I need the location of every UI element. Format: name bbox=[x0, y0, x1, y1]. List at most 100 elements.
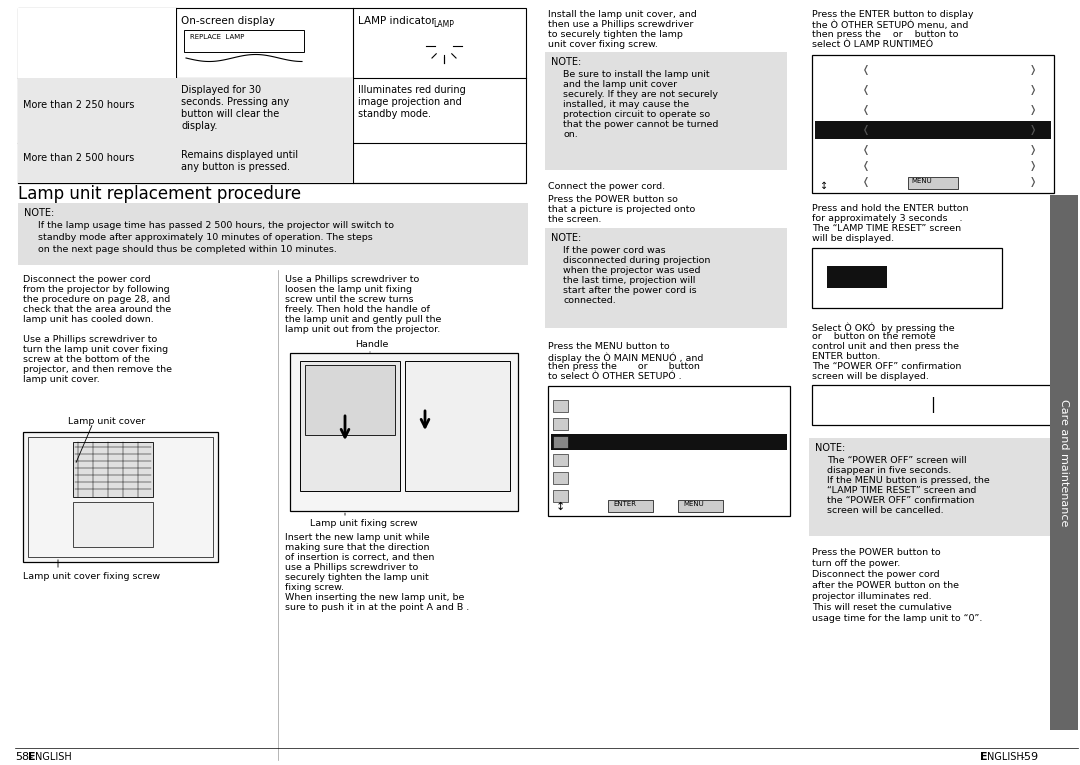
Bar bbox=[553, 472, 568, 484]
Text: Press the POWER button so: Press the POWER button so bbox=[548, 195, 678, 204]
Bar bbox=[291, 353, 518, 511]
Text: ❬: ❬ bbox=[862, 177, 870, 187]
Bar bbox=[73, 442, 153, 497]
Text: ENTER button.: ENTER button. bbox=[812, 352, 880, 361]
Text: image projection and: image projection and bbox=[357, 97, 462, 107]
Text: fixing screw.: fixing screw. bbox=[285, 583, 345, 592]
Circle shape bbox=[28, 437, 38, 447]
Text: ❬: ❬ bbox=[862, 161, 870, 171]
Bar bbox=[553, 418, 568, 430]
Circle shape bbox=[438, 372, 471, 404]
Text: protection circuit to operate so: protection circuit to operate so bbox=[563, 110, 711, 119]
Text: button will clear the: button will clear the bbox=[181, 109, 280, 119]
Text: The “POWER OFF” screen will: The “POWER OFF” screen will bbox=[827, 456, 967, 465]
Bar bbox=[812, 385, 1054, 425]
Bar bbox=[545, 52, 787, 170]
Text: NOTE:: NOTE: bbox=[24, 208, 54, 218]
Text: Insert the new lamp unit while: Insert the new lamp unit while bbox=[285, 533, 430, 542]
Text: securely tighten the lamp unit: securely tighten the lamp unit bbox=[285, 573, 429, 582]
Text: NGLISH: NGLISH bbox=[35, 752, 71, 762]
Text: screw at the bottom of the: screw at the bottom of the bbox=[23, 355, 150, 364]
Text: More than 2 250 hours: More than 2 250 hours bbox=[23, 100, 134, 110]
Text: on the next page should thus be completed within 10 minutes.: on the next page should thus be complete… bbox=[38, 245, 337, 254]
Bar bbox=[184, 30, 303, 52]
Text: the Ò OTHER SETUPÓ menu, and: the Ò OTHER SETUPÓ menu, and bbox=[812, 20, 969, 30]
Text: connected.: connected. bbox=[563, 296, 616, 305]
Bar bbox=[827, 266, 887, 288]
Text: Care and maintenance: Care and maintenance bbox=[1059, 399, 1069, 526]
Text: turn the lamp unit cover fixing: turn the lamp unit cover fixing bbox=[23, 345, 168, 354]
Text: standby mode after approximately 10 minutes of operation. The steps: standby mode after approximately 10 minu… bbox=[38, 233, 373, 242]
Text: If the MENU button is pressed, the: If the MENU button is pressed, the bbox=[827, 476, 989, 485]
Text: ❬: ❬ bbox=[862, 65, 870, 75]
Text: ↕: ↕ bbox=[556, 502, 565, 512]
Text: Use a Phillips screwdriver to: Use a Phillips screwdriver to bbox=[23, 335, 158, 344]
Text: the “POWER OFF” confirmation: the “POWER OFF” confirmation bbox=[827, 496, 974, 505]
Text: sure to push it in at the point A and B .: sure to push it in at the point A and B … bbox=[285, 603, 469, 612]
Text: ❬: ❬ bbox=[862, 85, 870, 95]
Text: any button is pressed.: any button is pressed. bbox=[181, 162, 291, 172]
Text: ↕: ↕ bbox=[820, 181, 828, 191]
Text: usage time for the lamp unit to “0”.: usage time for the lamp unit to “0”. bbox=[812, 614, 983, 623]
Circle shape bbox=[436, 38, 453, 54]
Text: “LAMP TIME RESET” screen and: “LAMP TIME RESET” screen and bbox=[827, 486, 976, 495]
Text: projector illuminates red.: projector illuminates red. bbox=[812, 592, 932, 601]
Text: that a picture is projected onto: that a picture is projected onto bbox=[548, 205, 696, 214]
Text: Install the lamp unit cover, and: Install the lamp unit cover, and bbox=[548, 10, 697, 19]
Bar bbox=[18, 8, 176, 78]
Text: Be sure to install the lamp unit: Be sure to install the lamp unit bbox=[563, 70, 710, 79]
Text: More than 2 500 hours: More than 2 500 hours bbox=[23, 153, 134, 163]
Text: ❬: ❬ bbox=[862, 145, 870, 155]
Text: after the POWER button on the: after the POWER button on the bbox=[812, 581, 959, 590]
Text: loosen the lamp unit fixing: loosen the lamp unit fixing bbox=[285, 285, 411, 294]
Text: lamp unit cover.: lamp unit cover. bbox=[23, 375, 99, 384]
Text: This will reset the cumulative: This will reset the cumulative bbox=[812, 603, 951, 612]
Text: display the Ò MAIN MENUÓ , and: display the Ò MAIN MENUÓ , and bbox=[548, 352, 703, 363]
Circle shape bbox=[477, 415, 492, 431]
Text: display.: display. bbox=[181, 121, 217, 131]
Text: that the power cannot be turned: that the power cannot be turned bbox=[563, 120, 718, 129]
Text: to select Ò OTHER SETUPÓ .: to select Ò OTHER SETUPÓ . bbox=[548, 372, 681, 381]
Text: projector, and then remove the: projector, and then remove the bbox=[23, 365, 172, 374]
Text: ❭: ❭ bbox=[1029, 145, 1037, 155]
Text: disappear in five seconds.: disappear in five seconds. bbox=[827, 466, 951, 475]
Text: seconds. Pressing any: seconds. Pressing any bbox=[181, 97, 289, 107]
Text: The “POWER OFF” confirmation: The “POWER OFF” confirmation bbox=[812, 362, 961, 371]
Text: LAMP: LAMP bbox=[433, 20, 455, 29]
Text: ❬: ❬ bbox=[862, 105, 870, 115]
Text: NOTE:: NOTE: bbox=[551, 233, 581, 243]
Circle shape bbox=[438, 412, 471, 444]
Text: the screen.: the screen. bbox=[548, 215, 602, 224]
Bar bbox=[815, 121, 1051, 139]
Text: for approximately 3 seconds    .: for approximately 3 seconds . bbox=[812, 214, 962, 223]
Text: turn off the power.: turn off the power. bbox=[812, 559, 901, 568]
Text: 58-: 58- bbox=[15, 752, 33, 762]
Text: ENTER: ENTER bbox=[613, 501, 636, 507]
Bar bbox=[176, 78, 353, 143]
Text: of insertion is correct, and then: of insertion is correct, and then bbox=[285, 553, 434, 562]
Text: Press the MENU button to: Press the MENU button to bbox=[548, 342, 670, 351]
Text: standby mode.: standby mode. bbox=[357, 109, 431, 119]
Bar bbox=[608, 500, 653, 512]
Text: use a Phillips screwdriver to: use a Phillips screwdriver to bbox=[285, 563, 418, 572]
Circle shape bbox=[203, 547, 213, 557]
Text: Lamp unit cover: Lamp unit cover bbox=[68, 417, 145, 426]
Circle shape bbox=[203, 437, 213, 447]
Text: making sure that the direction: making sure that the direction bbox=[285, 543, 430, 552]
Text: -59: -59 bbox=[1020, 752, 1038, 762]
Bar bbox=[551, 434, 787, 450]
Text: to securely tighten the lamp: to securely tighten the lamp bbox=[548, 30, 683, 39]
Text: screen will be cancelled.: screen will be cancelled. bbox=[827, 506, 944, 515]
Text: ❭: ❭ bbox=[1029, 65, 1037, 75]
Text: Press and hold the ENTER button: Press and hold the ENTER button bbox=[812, 204, 969, 213]
Text: freely. Then hold the handle of: freely. Then hold the handle of bbox=[285, 305, 430, 314]
Text: will be displayed.: will be displayed. bbox=[812, 234, 894, 243]
Bar bbox=[908, 177, 958, 189]
Bar bbox=[18, 78, 176, 143]
Bar bbox=[176, 143, 353, 183]
Text: ❬: ❬ bbox=[862, 125, 870, 135]
Text: Remains displayed until: Remains displayed until bbox=[181, 150, 298, 160]
Text: NGLISH: NGLISH bbox=[987, 752, 1024, 762]
Bar bbox=[553, 454, 568, 466]
Bar bbox=[545, 228, 787, 328]
